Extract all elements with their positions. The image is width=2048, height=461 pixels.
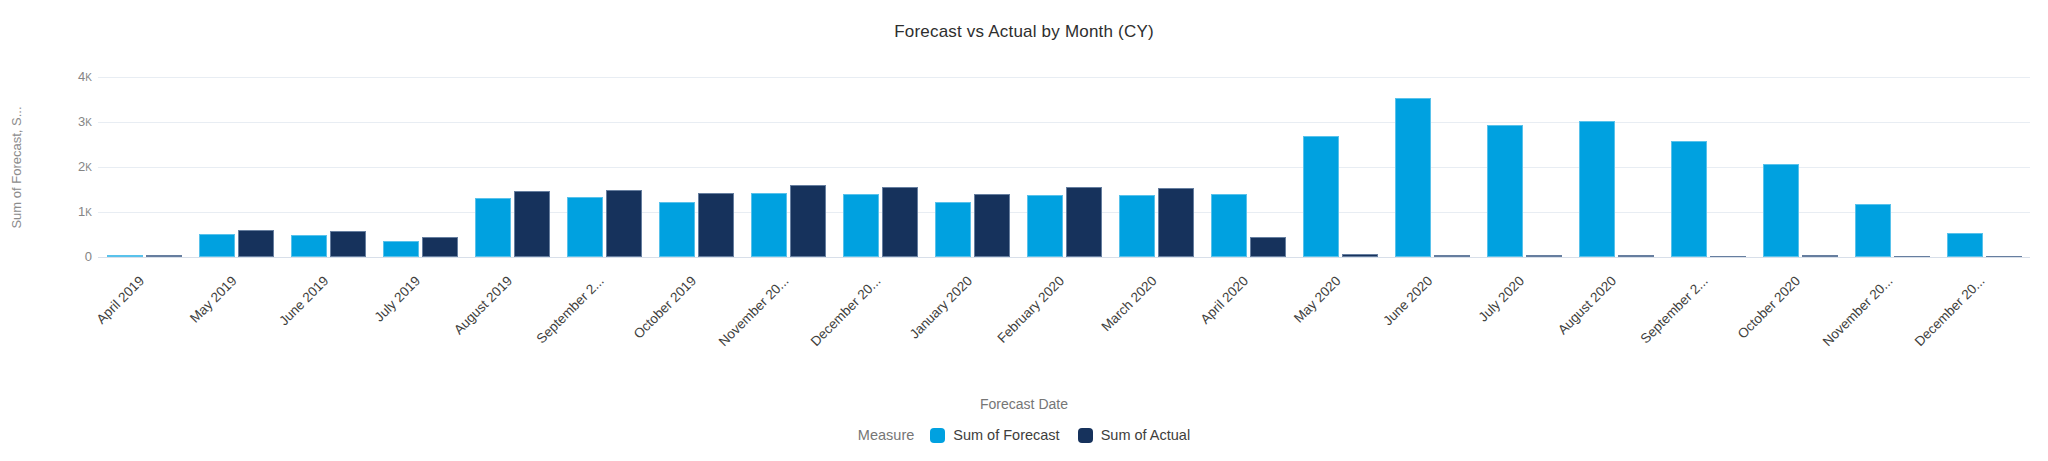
y-tick-label-2k: 2K	[78, 159, 92, 176]
y-tick-label-3k: 3K	[78, 114, 92, 131]
bar-forecast-17-september-2[interactable]	[1671, 141, 1707, 257]
gridline	[98, 122, 2030, 123]
legend-item-sum-of-forecast[interactable]: Sum of Forecast	[930, 427, 1059, 443]
bar-actual-11-march-2020[interactable]	[1158, 188, 1194, 257]
x-tick-label-15-july-2020: July 2020	[1476, 273, 1527, 324]
bar-forecast-8-december-20[interactable]	[843, 194, 879, 257]
bar-actual-2-june-2019[interactable]	[330, 231, 366, 257]
bar-actual-5-september-2[interactable]	[606, 190, 642, 257]
x-tick-label-19-november-20: November 20...	[1819, 273, 1895, 349]
x-tick-label-9-january-2020: January 2020	[907, 273, 975, 341]
plot-area	[98, 77, 2030, 258]
bar-forecast-7-november-20[interactable]	[751, 193, 787, 257]
bar-forecast-16-august-2020[interactable]	[1579, 121, 1615, 257]
legend-label: Measure	[858, 427, 914, 443]
x-tick-label-3-july-2019: July 2019	[372, 273, 423, 324]
x-axis-labels: April 2019May 2019June 2019July 2019Augu…	[98, 257, 2030, 377]
x-tick-label-18-october-2020: October 2020	[1735, 273, 1803, 341]
legend-swatch-sum-of-forecast-icon	[930, 428, 945, 443]
chart-title: Forecast vs Actual by Month (CY)	[0, 22, 2048, 42]
x-tick-label-2-june-2019: June 2019	[276, 273, 331, 328]
x-tick-label-16-august-2020: August 2020	[1555, 273, 1619, 337]
bar-actual-4-august-2019[interactable]	[514, 191, 550, 257]
bar-forecast-18-october-2020[interactable]	[1763, 164, 1799, 257]
x-tick-label-0-april-2019: April 2019	[94, 273, 148, 327]
x-tick-label-17-september-2: September 2...	[1638, 273, 1711, 346]
legend-items: Sum of Forecast Sum of Actual	[930, 427, 1190, 443]
bar-forecast-11-march-2020[interactable]	[1119, 195, 1155, 257]
y-axis-ticks: 4K3K2K1K0	[0, 77, 92, 257]
bar-forecast-9-january-2020[interactable]	[935, 202, 971, 257]
legend-item-sum-of-actual[interactable]: Sum of Actual	[1078, 427, 1190, 443]
x-tick-label-8-december-20: December 20...	[807, 273, 883, 349]
bar-forecast-10-february-2020[interactable]	[1027, 195, 1063, 257]
bar-forecast-1-may-2019[interactable]	[199, 234, 235, 257]
x-tick-label-1-may-2019: May 2019	[187, 273, 240, 326]
bar-forecast-13-may-2020[interactable]	[1303, 136, 1339, 258]
gridline	[98, 77, 2030, 78]
x-tick-label-14-june-2020: June 2020	[1380, 273, 1435, 328]
x-tick-label-13-may-2020: May 2020	[1291, 273, 1344, 326]
x-tick-label-12-april-2020: April 2020	[1198, 273, 1252, 327]
legend-item-label: Sum of Forecast	[953, 427, 1059, 443]
bar-actual-9-january-2020[interactable]	[974, 194, 1010, 257]
x-tick-label-5-september-2: September 2...	[534, 273, 607, 346]
legend-item-label: Sum of Actual	[1101, 427, 1190, 443]
bar-actual-6-october-2019[interactable]	[698, 193, 734, 257]
x-tick-label-4-august-2019: August 2019	[451, 273, 515, 337]
y-tick-label-0: 0	[85, 249, 92, 265]
bar-forecast-19-november-20[interactable]	[1855, 204, 1891, 257]
x-tick-label-20-december-20: December 20...	[1911, 273, 1987, 349]
x-axis-title: Forecast Date	[0, 396, 2048, 412]
bar-forecast-14-june-2020[interactable]	[1395, 98, 1431, 257]
bar-forecast-20-december-20[interactable]	[1947, 233, 1983, 257]
gridline	[98, 167, 2030, 168]
bar-actual-1-may-2019[interactable]	[238, 230, 274, 257]
bar-forecast-3-july-2019[interactable]	[383, 241, 419, 257]
bar-forecast-2-june-2019[interactable]	[291, 235, 327, 257]
y-tick-label-1k: 1K	[78, 204, 92, 221]
bar-actual-12-april-2020[interactable]	[1250, 237, 1286, 257]
gridline	[98, 212, 2030, 213]
x-tick-label-11-march-2020: March 2020	[1098, 273, 1159, 334]
bar-actual-3-july-2019[interactable]	[422, 237, 458, 257]
bar-forecast-12-april-2020[interactable]	[1211, 194, 1247, 257]
x-tick-label-6-october-2019: October 2019	[631, 273, 699, 341]
legend: Measure Sum of Forecast Sum of Actual	[0, 427, 2048, 443]
x-tick-label-7-november-20: November 20...	[715, 273, 791, 349]
y-tick-label-4k: 4K	[78, 69, 92, 86]
bar-actual-7-november-20[interactable]	[790, 185, 826, 257]
bar-forecast-5-september-2[interactable]	[567, 197, 603, 257]
x-tick-label-10-february-2020: February 2020	[995, 273, 1068, 346]
bar-actual-10-february-2020[interactable]	[1066, 187, 1102, 257]
legend-swatch-sum-of-actual-icon	[1078, 428, 1093, 443]
bar-actual-8-december-20[interactable]	[882, 187, 918, 257]
bar-forecast-6-october-2019[interactable]	[659, 202, 695, 257]
bar-forecast-4-august-2019[interactable]	[475, 198, 511, 257]
bar-forecast-15-july-2020[interactable]	[1487, 125, 1523, 257]
